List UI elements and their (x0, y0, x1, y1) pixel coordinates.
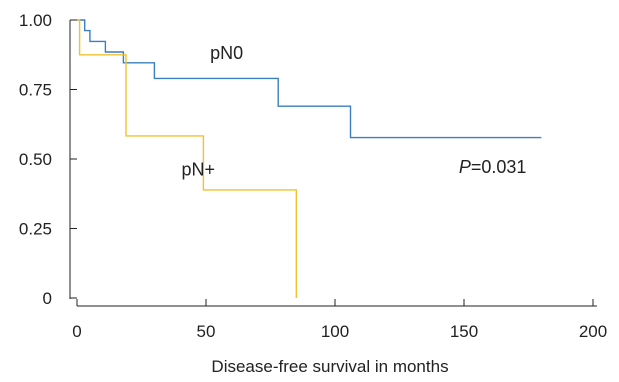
y-tick-label: 0.50 (19, 150, 52, 169)
y-ticks: 0 0.25 0.50 0.75 1.00 (19, 11, 77, 308)
x-ticks: 0 50 100 150 200 (72, 299, 607, 341)
y-tick-label: 1.00 (19, 11, 52, 30)
p-value-annotation: P=0.031 (459, 157, 527, 177)
series-line-pn (77, 19, 297, 298)
series-line-pn0 (77, 19, 542, 139)
x-tick-label: 0 (72, 322, 81, 341)
series-layer: pN0 pN+ (77, 19, 542, 298)
x-axis-title: Disease-free survival in months (211, 357, 448, 376)
x-axis: 0 50 100 150 200 (72, 299, 607, 341)
p-value-prefix: P (459, 157, 471, 177)
p-value-text: =0.031 (471, 157, 527, 177)
series-label-pn: pN+ (181, 160, 215, 180)
x-tick-label: 100 (321, 322, 349, 341)
y-tick-label: 0.25 (19, 220, 52, 239)
x-tick-label: 50 (197, 322, 216, 341)
series-label-pn0: pN0 (210, 43, 243, 63)
x-tick-label: 200 (579, 322, 607, 341)
y-tick-label: 0 (43, 289, 52, 308)
x-tick-label: 150 (450, 322, 478, 341)
y-tick-label: 0.75 (19, 81, 52, 100)
y-axis: 0 0.25 0.50 0.75 1.00 (19, 11, 77, 308)
